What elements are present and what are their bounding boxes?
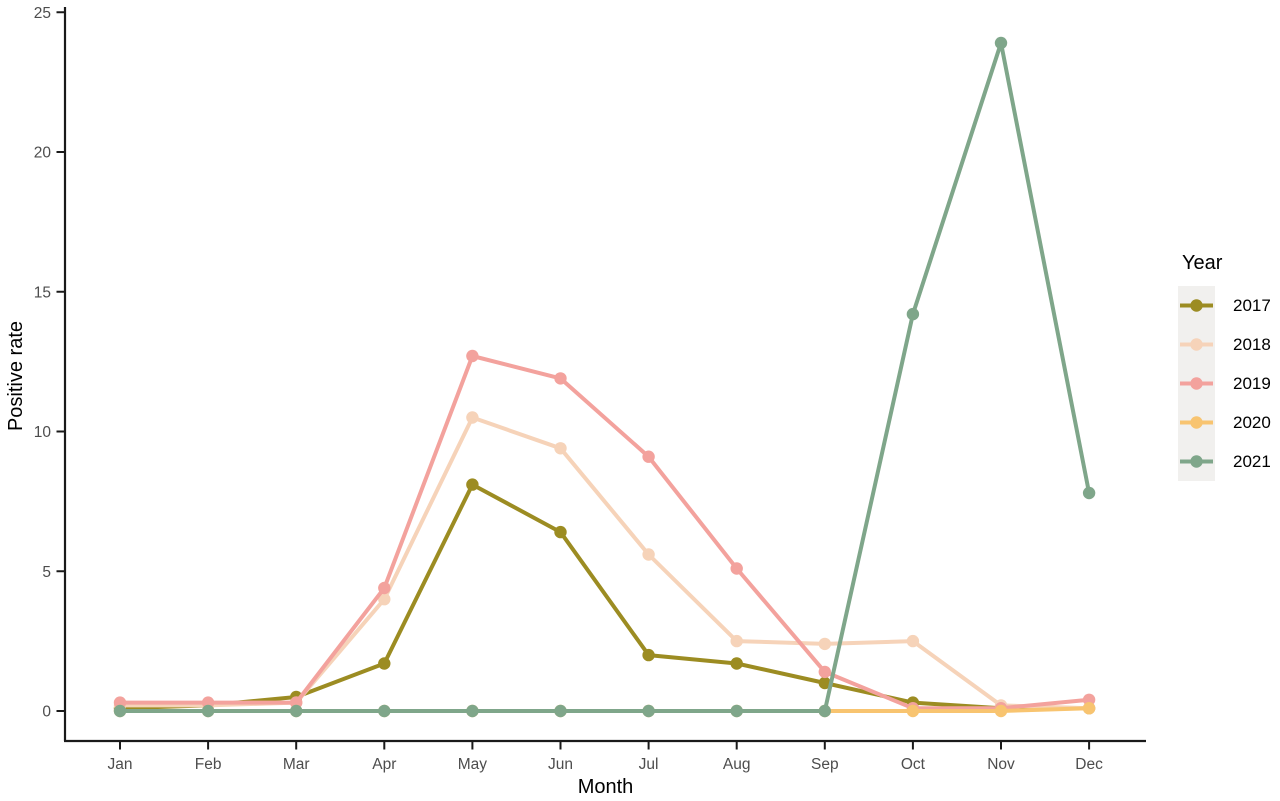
y-axis-title: Positive rate — [5, 321, 27, 431]
point-2018-Jun — [554, 442, 567, 455]
point-2021-Apr — [378, 704, 391, 718]
legend-item-2018: 2018 — [1178, 325, 1271, 364]
legend-item-2017: 2017 — [1178, 286, 1271, 325]
legend-item-2020: 2020 — [1178, 403, 1271, 442]
legend-label-2021: 2021 — [1233, 452, 1271, 471]
point-2021-Jun — [554, 704, 567, 718]
point-2021-Mar — [290, 704, 303, 718]
legend-key-glyph-2020 — [1180, 416, 1213, 429]
x-axis-title: Month — [578, 776, 634, 798]
point-2021-Aug — [730, 704, 743, 718]
point-2017-Sep — [818, 676, 831, 690]
point-2017-Jul — [642, 648, 655, 662]
x-tick-label-Nov: Nov — [987, 756, 1015, 773]
series-line-2021 — [118, 41, 1092, 713]
legend: Year 2017 2018 2019 2020 2021 — [1178, 252, 1271, 481]
point-2020-Dec — [1082, 702, 1096, 715]
x-tick-label-Jul: Jul — [639, 756, 659, 773]
legend-label-2017: 2017 — [1233, 296, 1271, 315]
series-line-2017 — [118, 482, 1092, 711]
y-tick-label-0: 0 — [42, 704, 51, 721]
point-2021-Feb — [201, 704, 215, 718]
x-tick-label-May: May — [458, 756, 488, 773]
x-tick-label-Oct: Oct — [901, 756, 926, 773]
point-2017-Jun — [554, 525, 567, 539]
series-line-2018 — [118, 415, 1092, 711]
point-2021-Sep — [818, 704, 831, 718]
y-tick-label-15: 15 — [34, 284, 51, 301]
legend-key-2021 — [1178, 442, 1215, 481]
point-2020-Nov — [994, 704, 1008, 718]
legend-key-2019 — [1178, 364, 1215, 403]
point-2018-Oct — [906, 634, 920, 648]
point-2018-Jul — [642, 548, 655, 561]
point-2018-Apr — [378, 593, 391, 606]
legend-key-glyph-2021 — [1180, 455, 1213, 468]
series-line-2019 — [118, 354, 1092, 711]
y-tick-label-10: 10 — [34, 424, 52, 441]
x-tick-label-Dec: Dec — [1075, 756, 1103, 773]
legend-key-glyph-2017 — [1180, 299, 1213, 312]
x-tick-label-Jun: Jun — [548, 756, 573, 773]
y-tick-label-20: 20 — [34, 145, 52, 162]
point-2017-Apr — [378, 657, 391, 670]
point-2021-May — [466, 704, 479, 718]
point-2017-May — [466, 478, 479, 491]
y-tick-label-25: 25 — [34, 5, 51, 22]
point-2021-Dec — [1082, 486, 1096, 500]
point-2021-Jul — [642, 704, 655, 718]
point-2020-Oct — [906, 704, 920, 718]
x-tick-label-Aug: Aug — [723, 756, 751, 773]
legend-label-2019: 2019 — [1233, 374, 1271, 393]
point-2019-Sep — [818, 665, 831, 679]
point-2019-Jun — [554, 372, 567, 385]
point-2021-Nov — [994, 36, 1008, 50]
x-tick-label-Feb: Feb — [195, 756, 222, 773]
point-2019-Aug — [730, 562, 743, 575]
legend-item-2019: 2019 — [1178, 364, 1271, 403]
point-2019-May — [466, 349, 479, 363]
x-tick-label-Mar: Mar — [283, 756, 310, 773]
x-tick-label-Sep: Sep — [811, 756, 839, 773]
legend-title: Year — [1182, 252, 1223, 274]
legend-key-2018 — [1178, 325, 1215, 364]
point-2017-Aug — [730, 657, 743, 670]
point-2018-Sep — [818, 637, 831, 651]
x-tick-label-Jan: Jan — [108, 756, 133, 773]
point-2021-Jan — [113, 704, 127, 718]
legend-key-glyph-2018 — [1180, 338, 1213, 351]
y-tick-label-5: 5 — [42, 564, 51, 581]
x-tick-label-Apr: Apr — [372, 756, 396, 773]
legend-key-2020 — [1178, 403, 1215, 442]
point-2019-Jul — [642, 450, 655, 463]
legend-label-2018: 2018 — [1233, 335, 1271, 354]
legend-key-2017 — [1178, 286, 1215, 325]
point-2019-Apr — [378, 581, 391, 595]
legend-items: 2017 2018 2019 2020 2021 — [1178, 286, 1271, 481]
legend-item-2021: 2021 — [1178, 442, 1271, 481]
point-2018-Aug — [730, 634, 743, 648]
legend-key-glyph-2019 — [1180, 377, 1213, 390]
point-2018-May — [466, 411, 479, 424]
legend-label-2020: 2020 — [1233, 413, 1271, 432]
point-2021-Oct — [906, 307, 920, 321]
